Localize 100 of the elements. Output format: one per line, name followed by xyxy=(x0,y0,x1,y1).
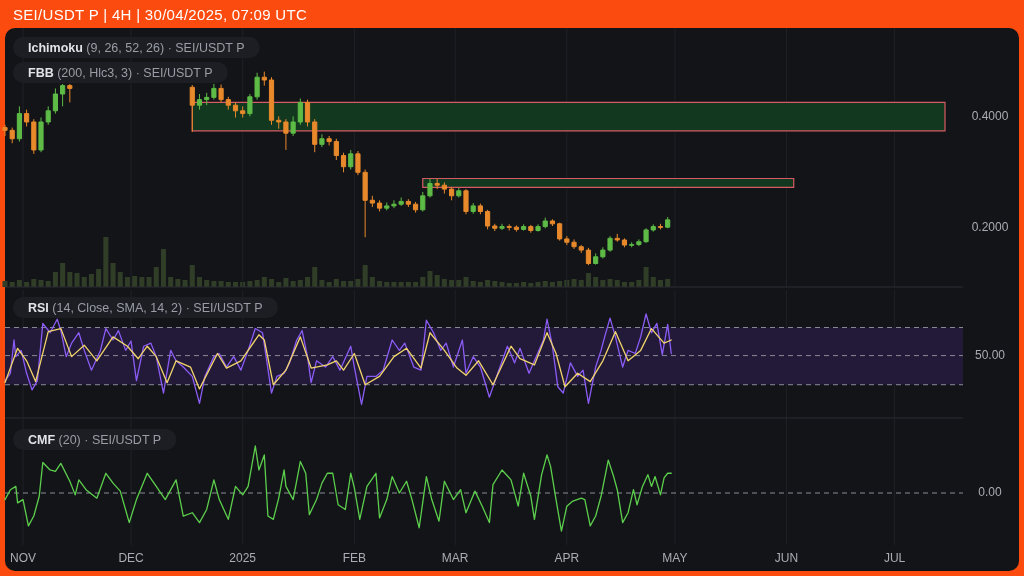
bar xyxy=(427,271,433,287)
bar xyxy=(643,267,649,287)
candlestick xyxy=(204,92,210,106)
candlestick xyxy=(650,223,656,233)
bar xyxy=(124,277,130,287)
candlestick xyxy=(521,223,527,231)
candlestick xyxy=(326,135,332,146)
annotation: FBB (200, Hlc3, 3) · SEI/USDT P xyxy=(28,66,213,80)
candlestick xyxy=(60,83,66,107)
bar xyxy=(38,280,44,287)
x-tick-label: FEB xyxy=(342,551,367,566)
candlestick xyxy=(31,118,37,155)
candlestick xyxy=(477,203,483,215)
annotation: Ichimoku (9, 26, 52, 26) · SEI/USDT P xyxy=(28,41,245,55)
bar xyxy=(305,277,311,287)
candlestick xyxy=(333,138,339,161)
candlestick xyxy=(499,223,505,231)
x-tick-label: JUL xyxy=(883,551,906,566)
candlestick xyxy=(665,216,671,229)
bar xyxy=(160,249,166,287)
y-tick-label: 0.4000 xyxy=(971,108,1009,123)
candlestick xyxy=(441,181,447,195)
bar xyxy=(2,281,8,287)
candlestick xyxy=(528,224,534,234)
bar xyxy=(52,272,58,287)
bar xyxy=(499,282,505,287)
candlestick xyxy=(657,223,664,230)
bar xyxy=(110,263,116,287)
candlestick xyxy=(405,198,411,208)
candlestick xyxy=(456,187,462,198)
bar xyxy=(434,275,440,287)
candlestick xyxy=(376,199,383,212)
candlestick xyxy=(384,202,390,211)
candlestick xyxy=(304,99,311,127)
candlestick xyxy=(312,118,318,153)
candlestick xyxy=(492,223,498,232)
candlestick xyxy=(297,97,303,126)
candlestick xyxy=(434,178,440,190)
candlestick xyxy=(578,244,584,254)
x-tick-label: NOV xyxy=(10,551,37,566)
candlestick xyxy=(557,222,563,242)
bar xyxy=(74,273,80,287)
bar xyxy=(312,267,318,287)
bar xyxy=(369,277,375,287)
bar xyxy=(139,277,145,287)
candlestick xyxy=(16,105,22,143)
candlestick xyxy=(225,96,231,111)
chart-title: CMF (20) · SEI/USDT P xyxy=(28,433,162,447)
candlestick xyxy=(290,115,296,137)
candlestick xyxy=(211,83,217,101)
candlestick xyxy=(463,188,469,215)
candlestick xyxy=(189,84,195,133)
bar xyxy=(60,263,66,287)
candlestick xyxy=(268,76,275,126)
candlestick xyxy=(369,195,375,208)
candlestick xyxy=(52,87,59,115)
candlestick xyxy=(24,109,30,127)
chart-title: SEI/USDT P | 4H | 30/04/2025, 07:09 UTC xyxy=(13,6,308,23)
candlestick xyxy=(506,223,512,231)
bar xyxy=(585,273,591,287)
candlestick xyxy=(232,101,239,118)
bar xyxy=(650,277,656,287)
candlestick xyxy=(240,105,246,118)
ref-line-label: 0.00 xyxy=(978,485,1002,500)
bar xyxy=(103,237,109,287)
chart-title: RSI (14, Close, SMA, 14, 2) · SEI/USDT P xyxy=(28,301,263,315)
x-tick-label: 2025 xyxy=(229,551,257,566)
bar xyxy=(153,267,159,287)
candlestick xyxy=(261,71,267,87)
bar xyxy=(593,277,599,287)
x-tick-label: APR xyxy=(554,551,580,566)
candlestick xyxy=(283,118,289,151)
candlestick xyxy=(348,149,354,171)
candlestick xyxy=(470,202,476,215)
candlestick xyxy=(319,133,325,148)
bar xyxy=(420,277,426,287)
bar xyxy=(196,277,202,287)
candlestick xyxy=(196,93,203,111)
bar xyxy=(463,277,469,287)
candlestick xyxy=(513,224,519,233)
bar xyxy=(261,277,267,287)
bar xyxy=(146,277,152,287)
bar xyxy=(81,277,87,287)
bar xyxy=(117,272,123,287)
bar xyxy=(67,272,73,287)
x-tick-label: MAR xyxy=(441,551,469,566)
candlestick xyxy=(629,241,635,248)
bar xyxy=(132,276,138,287)
y-tick-label: 0.2000 xyxy=(971,220,1009,235)
candlestick xyxy=(621,237,628,248)
candlestick xyxy=(614,233,620,243)
candlestick xyxy=(549,218,556,227)
bar xyxy=(189,265,195,287)
candlestick xyxy=(593,252,599,266)
bar xyxy=(362,265,368,287)
bar xyxy=(168,277,174,287)
candlestick xyxy=(67,83,73,103)
x-tick-label: JUN xyxy=(774,551,799,566)
candlestick xyxy=(218,84,224,103)
candlestick xyxy=(412,201,419,214)
